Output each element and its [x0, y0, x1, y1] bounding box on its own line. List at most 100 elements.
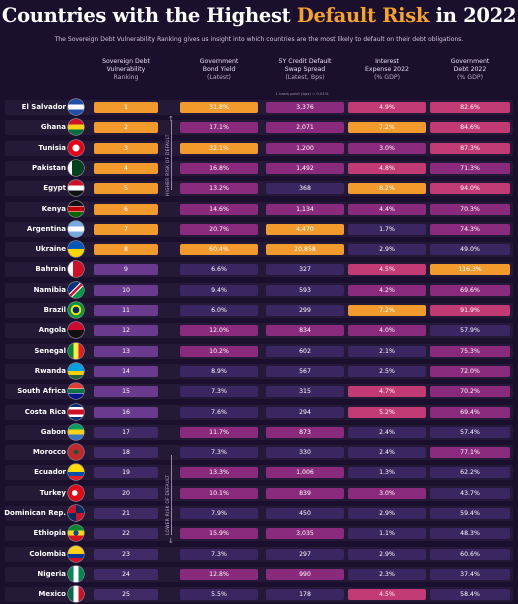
cell-debt: 49.0% — [430, 244, 510, 256]
country-name: Dominican Rep. — [4, 509, 66, 517]
column-header-interest: Interest Expense 2022 (% GDP) — [348, 58, 426, 94]
cell-rank: 19 — [94, 467, 158, 479]
country-name: Colombia — [29, 549, 66, 558]
cell-interest: 2.1% — [348, 345, 426, 357]
cell-yield: 60.4% — [180, 244, 258, 256]
cell-interest: 2.3% — [348, 568, 426, 580]
country-name: Brazil — [43, 306, 66, 314]
cell-rank: 10 — [94, 284, 158, 296]
cell-cds: 834 — [266, 325, 344, 337]
cell-interest: 8.2% — [348, 183, 426, 195]
cell-cds: 315 — [266, 386, 344, 398]
cell-rank: 20 — [94, 487, 158, 499]
table-row: Senegal 13 10.2% 602 2.1% 75.3% — [0, 341, 518, 361]
cell-rank: 6 — [94, 203, 158, 215]
cell-interest: 3.0% — [348, 487, 426, 499]
cell-interest: 1.3% — [348, 467, 426, 479]
column-header-interest-line1: Interest — [375, 58, 399, 65]
table-row: Ecuador 19 13.3% 1,006 1.3% 62.2% — [0, 462, 518, 482]
table-row: Bahrain 9 6.6% 327 4.5% 116.3% — [0, 259, 518, 279]
table-row: Egypt 5 13.2% 368 8.2% 94.0% — [0, 178, 518, 198]
gabon-flag-icon — [68, 423, 84, 440]
cell-interest: 2.9% — [348, 508, 426, 519]
column-header-debt: Government Debt 2022 (% GDP) — [430, 58, 510, 94]
cell-yield: 14.6% — [180, 203, 258, 215]
cell-yield: 8.9% — [180, 365, 258, 377]
ukraine-flag-icon — [68, 241, 84, 258]
cell-yield: 16.8% — [180, 162, 258, 174]
cell-yield: 10.1% — [180, 487, 258, 499]
basis-point-note: 1 basis point (bps) = 0.01% — [275, 91, 329, 96]
cell-interest: 2.4% — [348, 426, 426, 438]
cell-rank: 24 — [94, 568, 158, 580]
bahrain-flag-icon — [68, 261, 84, 278]
cell-yield: 7.9% — [180, 508, 258, 519]
cell-rank: 9 — [94, 264, 158, 276]
cell-cds: 2,071 — [266, 122, 344, 134]
cell-rank: 12 — [94, 325, 158, 337]
cell-cds: 4,470 — [266, 223, 344, 235]
cell-rank: 18 — [94, 447, 158, 459]
cell-rank: 13 — [94, 345, 158, 357]
dominican-rep-flag-icon — [68, 505, 84, 521]
table-row: Ghana 2 17.1% 2,071 7.2% 84.6% — [0, 117, 518, 137]
country-name: Senegal — [34, 346, 66, 355]
cell-interest: 2.9% — [348, 244, 426, 256]
table-row: Rwanda 14 8.9% 567 2.5% 72.0% — [0, 361, 518, 381]
country-name: Namibia — [33, 285, 66, 294]
cell-debt: 75.3% — [430, 345, 510, 357]
cell-rank: 2 — [94, 122, 158, 134]
table-row: Brazil 11 6.0% 299 7.2% 91.9% — [0, 300, 518, 320]
cell-cds: 450 — [266, 508, 344, 519]
cell-rank: 23 — [94, 548, 158, 560]
country-name: Pakistan — [32, 163, 66, 172]
cell-cds: 1,200 — [266, 142, 344, 154]
cell-debt: 77.1% — [430, 447, 510, 459]
cell-yield: 7.3% — [180, 447, 258, 459]
cell-interest: 4.5% — [348, 589, 426, 601]
cell-cds: 602 — [266, 345, 344, 357]
table-row: Argentina 7 20.7% 4,470 1.7% 74.3% — [0, 219, 518, 239]
table-row: Costa Rica 16 7.6% 294 5.2% 69.4% — [0, 402, 518, 422]
subtitle: The Sovereign Debt Vulnerability Ranking… — [54, 36, 464, 43]
cell-cds: 299 — [266, 305, 344, 316]
table-row: Ethiopia 22 15.9% 3,035 1.1% 48.3% — [0, 523, 518, 543]
cell-cds: 327 — [266, 264, 344, 276]
title-highlight: Default Risk — [296, 4, 430, 27]
cell-cds: 330 — [266, 447, 344, 459]
cell-debt: 59.4% — [430, 508, 510, 519]
cell-debt: 82.6% — [430, 102, 510, 113]
cell-yield: 5.5% — [180, 589, 258, 601]
pakistan-flag-icon — [68, 159, 84, 176]
ethiopia-flag-icon — [68, 525, 84, 542]
table-row: Turkey 20 10.1% 839 3.0% 43.7% — [0, 483, 518, 503]
angola-flag-icon — [68, 322, 84, 339]
country-name: Egypt — [43, 184, 66, 193]
cell-debt: 58.4% — [430, 589, 510, 601]
cell-debt: 62.2% — [430, 467, 510, 479]
cell-cds: 294 — [266, 406, 344, 418]
cell-yield: 15.9% — [180, 528, 258, 540]
cell-rank: 21 — [94, 508, 158, 519]
cell-rank: 5 — [94, 183, 158, 195]
cell-yield: 20.7% — [180, 223, 258, 235]
colombia-flag-icon — [68, 545, 84, 562]
cell-yield: 9.4% — [180, 284, 258, 296]
cell-rank: 16 — [94, 406, 158, 418]
column-header-yield-line3: (Latest) — [207, 74, 231, 81]
cell-cds: 297 — [266, 548, 344, 560]
cell-debt: 43.7% — [430, 487, 510, 499]
country-name: Ethiopia — [33, 529, 66, 538]
table-row: Tunisia 3 32.1% 1,200 3.0% 87.3% — [0, 138, 518, 158]
cell-rank: 22 — [94, 528, 158, 540]
cell-debt: 87.3% — [430, 142, 510, 154]
cell-yield: 32.1% — [180, 142, 258, 154]
table-row: Colombia 23 7.3% 297 2.9% 60.6% — [0, 544, 518, 564]
cell-interest: 1.1% — [348, 528, 426, 540]
higher-risk-axis-line — [171, 120, 172, 190]
cell-cds: 3,035 — [266, 528, 344, 540]
cell-yield: 12.8% — [180, 568, 258, 580]
table-row: Pakistan 4 16.8% 1,492 4.8% 71.3% — [0, 158, 518, 178]
column-header-rank: Sovereign Debt Vulnerability Ranking — [94, 58, 158, 94]
rwanda-flag-icon — [68, 362, 84, 379]
